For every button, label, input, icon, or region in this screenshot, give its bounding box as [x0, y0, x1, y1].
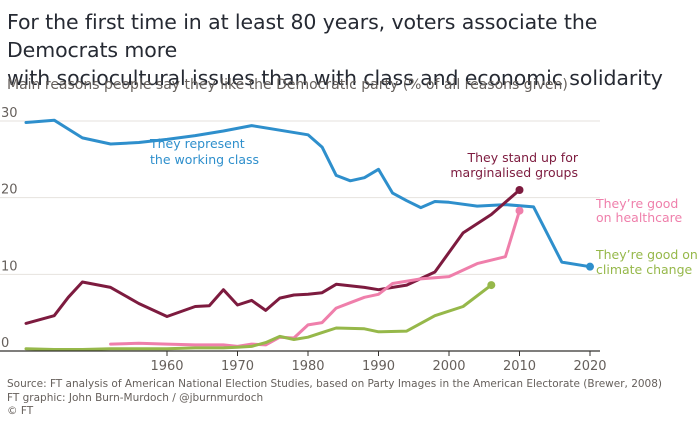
series-label-line: the working class	[150, 152, 259, 167]
series-label-line: marginalised groups	[450, 165, 578, 180]
x-tick-label-2010: 2010	[503, 359, 536, 374]
series-label-line: climate change	[596, 262, 693, 277]
chart-footer: Source: FT analysis of American National…	[7, 378, 697, 419]
x-tick-label-1960: 1960	[150, 359, 183, 374]
series-label-they-stand-up-for-marginalised-groups: They stand up for marginalised groups	[450, 150, 578, 180]
y-tick-label-30: 30	[1, 106, 18, 121]
line-chart: They represent the working class They stan…	[0, 106, 698, 374]
series-label-line: on healthcare	[596, 210, 683, 225]
series-line-they-stand-up-for-marginalised-groups	[24, 188, 521, 325]
source-note: Source: FT analysis of American National…	[7, 378, 663, 390]
chart-title-line-1: For the first time in at least 80 years,…	[7, 10, 598, 62]
y-tick-label-0: 0	[1, 336, 9, 351]
axes: 0 10 20 30 1960 1970 1980 1990 2000 2010 2020	[0, 106, 607, 374]
chart-subtitle: Main reasons people say they like the De…	[7, 77, 568, 93]
series-endpoint-they-re-good-on-healthcare	[515, 206, 524, 215]
x-tick-label-2020: 2020	[573, 359, 606, 374]
series-lines	[24, 118, 594, 351]
gridlines	[0, 120, 600, 275]
x-tick-label-2000: 2000	[432, 359, 465, 374]
series-line-they-represent-the-working-class	[24, 118, 592, 269]
series-label-they-re-good-on-climate-change: They’re good on climate change	[595, 247, 698, 277]
x-tick-label-1980: 1980	[291, 359, 324, 374]
series-endpoint-they-stand-up-for-marginalised-groups	[515, 186, 524, 194]
series-line-they-re-good-on-healthcare	[109, 209, 521, 348]
chart-title: For the first time in at least 80 years,…	[7, 8, 697, 92]
series-label-line: They’re good on	[595, 247, 698, 262]
series-label-line: They stand up for	[466, 150, 578, 165]
graphic-credit: FT graphic: John Burn-Murdoch / @jburnmu…	[7, 391, 264, 404]
y-tick-label-20: 20	[1, 183, 18, 198]
series-label-line: They represent	[149, 136, 245, 151]
series-label-they-re-good-on-healthcare: They’re good on healthcare	[595, 196, 683, 225]
series-endpoint-they-re-good-on-climate-change	[487, 281, 496, 290]
series-endpoint-they-represent-the-working-class	[586, 262, 594, 271]
x-tick-label-1970: 1970	[221, 359, 254, 374]
copyright-note: © FT	[7, 405, 34, 417]
x-tick-label-1990: 1990	[362, 359, 395, 374]
series-line-they-re-good-on-climate-change	[24, 283, 493, 351]
series-label-they-represent-the-working-class: They represent the working class	[149, 136, 259, 167]
series-labels: They represent the working class They stan…	[149, 136, 698, 277]
chart-title-line-2: with sociocultural issues than with clas…	[7, 66, 663, 90]
series-label-line: They’re good	[595, 196, 678, 211]
y-tick-label-10: 10	[1, 259, 18, 274]
